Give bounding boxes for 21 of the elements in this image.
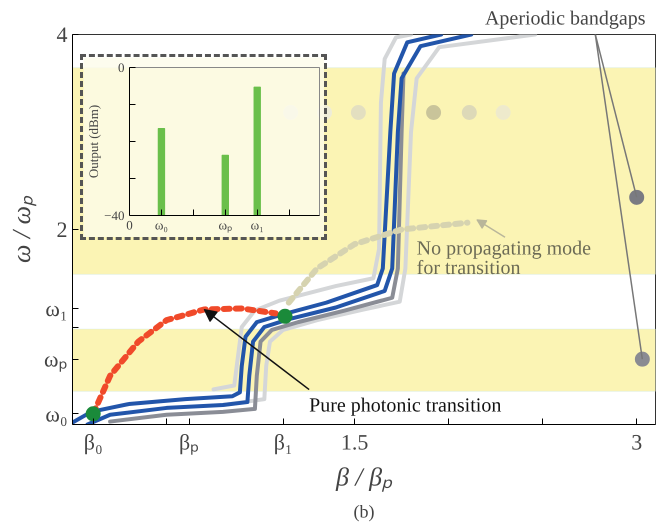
x-tick-label: βₚ: [179, 430, 200, 456]
annotation: No propagating mode for transition: [416, 237, 592, 280]
y-axis-title: Output (dBm): [86, 104, 102, 178]
x-tick-label: β₀: [84, 430, 103, 454]
y-tick-label: ω₁: [45, 296, 68, 321]
y-tick-label: −40: [104, 208, 125, 223]
y-tick-label: 4: [56, 22, 68, 47]
x-tick-label: 3: [631, 430, 642, 454]
x-tick-label: β₁: [274, 430, 293, 454]
x-tick-label: ωₚ: [218, 218, 232, 234]
x-axis-title: β / βₚ: [334, 462, 394, 492]
text: (b): [354, 502, 375, 522]
annotation: Aperiodic bandgaps: [484, 8, 646, 30]
y-tick-label: ωₚ: [44, 346, 68, 373]
x-tick-label: 1.5: [340, 430, 368, 454]
y-tick-label: ω₀: [45, 401, 68, 426]
x-tick-label: ω₁: [250, 218, 264, 232]
y-axis-title: ω / ωₚ: [7, 195, 38, 263]
annotation: Pure photonic transition: [309, 394, 502, 416]
x-tick-label: ω₀: [154, 218, 168, 232]
y-tick-label: 2: [56, 217, 68, 242]
